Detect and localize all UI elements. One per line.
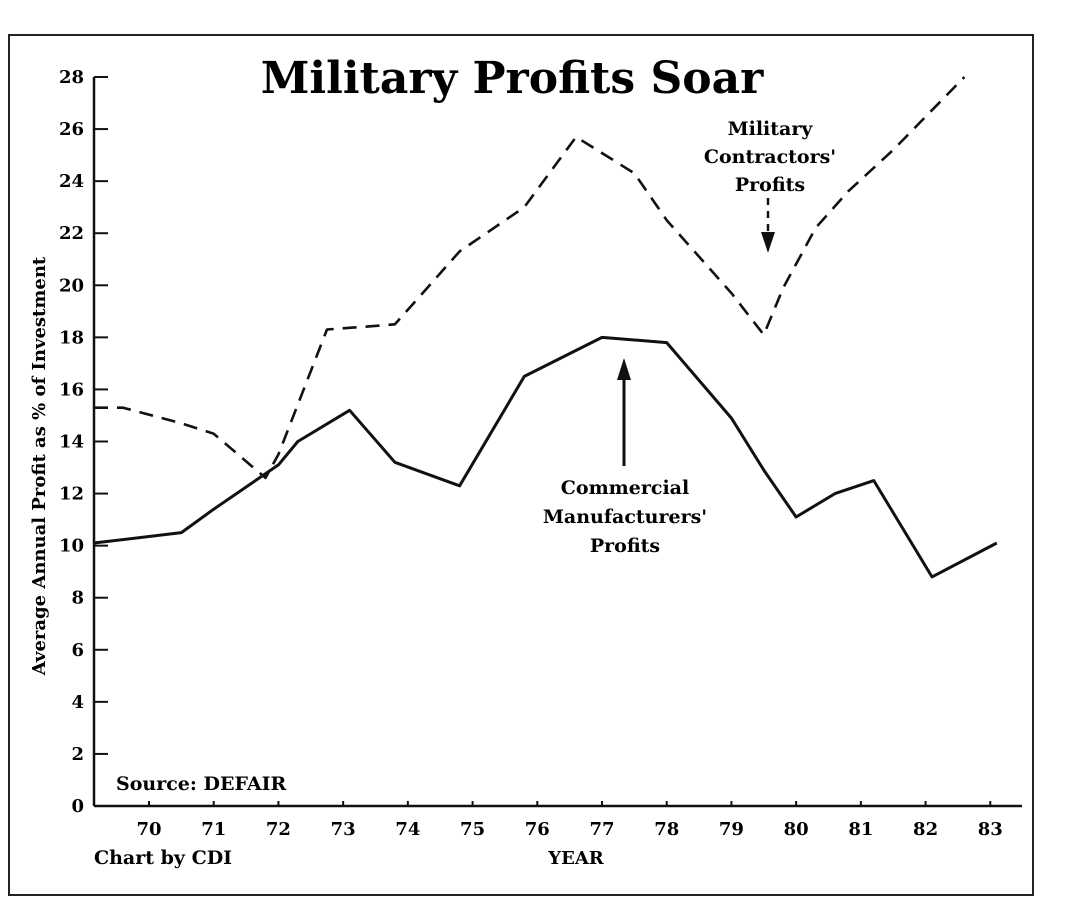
x-tick-label: 81 [848,819,873,840]
x-tick-label: 78 [654,819,679,840]
y-tick-label: 8 [71,588,84,609]
military-label-line-3: Profits [735,174,805,196]
x-tick-label: 70 [136,819,161,840]
commercial-label-line-2: Manufacturers' [543,506,707,528]
chart-frame [8,34,1034,896]
y-tick-label: 4 [71,692,84,713]
commercial-label-line-3: Profits [590,535,660,557]
chart-credit: Chart by CDI [94,847,232,869]
y-tick-label: 2 [71,744,84,765]
x-tick-label: 80 [784,819,809,840]
source-note: Source: DEFAIR [116,773,286,795]
y-tick-label: 6 [71,640,84,661]
military-arrow-head-icon [761,232,775,253]
military-label-line-2: Contractors' [704,146,836,168]
x-tick-label: 82 [913,819,938,840]
x-tick-label: 79 [719,819,744,840]
y-tick-label: 16 [59,379,84,400]
x-tick-label: 74 [395,819,420,840]
y-tick-label: 26 [59,119,84,140]
x-tick-label: 72 [266,819,291,840]
y-tick-label: 0 [71,796,84,817]
y-tick-label: 12 [59,484,84,505]
commercial-arrow-head-icon [617,358,631,380]
series-line-military-contractors [94,76,966,480]
y-tick-label: 10 [59,536,84,557]
x-tick-label: 77 [589,819,614,840]
military-label-line-1: Military [728,118,814,140]
y-tick-label: 28 [59,67,84,88]
commercial-label-line-1: Commercial [561,477,689,499]
series-line-commercial-manufacturers [93,335,998,579]
x-tick-label: 75 [460,819,485,840]
military-annotation: Military Contractors' Profits [704,118,836,253]
x-axis-ticks: 70 71 72 73 74 75 76 77 78 79 80 81 82 83 [136,801,1003,840]
y-tick-label: 24 [59,171,84,192]
y-tick-label: 22 [59,223,84,244]
x-tick-label: 83 [978,819,1003,840]
x-tick-label: 73 [331,819,356,840]
x-tick-label: 76 [525,819,550,840]
y-tick-label: 14 [59,432,84,453]
y-tick-label: 18 [59,327,84,348]
x-axis-label: YEAR [547,848,605,869]
chart-title: Military Profits Soar [261,53,764,104]
commercial-annotation: Commercial Manufacturers' Profits [543,358,707,557]
y-axis-label: Average Annual Profit as % of Investment [29,256,50,676]
x-tick-label: 71 [201,819,226,840]
y-tick-label: 20 [59,275,84,296]
